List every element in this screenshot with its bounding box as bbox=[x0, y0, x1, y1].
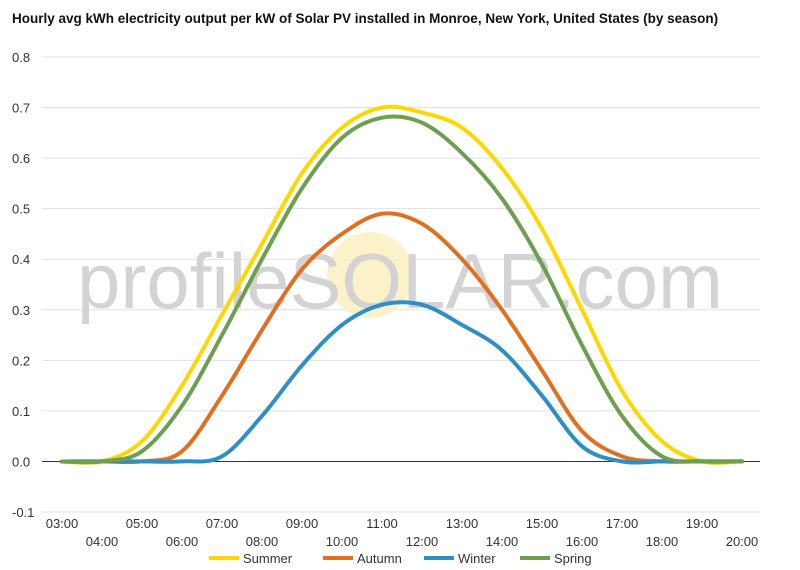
x-tick-label: 20:00 bbox=[726, 534, 759, 549]
x-tick-label: 19:00 bbox=[686, 516, 719, 531]
x-axis-labels: 03:00 04:00 05:00 06:00 07:00 08:00 09:00 10:00… bbox=[46, 516, 759, 549]
y-tick-label: 0.1 bbox=[12, 404, 30, 419]
y-axis-labels: 0.8 0.7 0.6 0.5 0.4 0.3 0.2 0.1 0.0 -0.1 bbox=[12, 50, 34, 520]
watermark-sun-icon bbox=[327, 232, 413, 318]
y-tick-label: -0.1 bbox=[12, 505, 34, 520]
watermark: profileSOLAR.com bbox=[77, 232, 723, 325]
x-tick-label: 09:00 bbox=[286, 516, 319, 531]
series-line-autumn bbox=[60, 211, 744, 465]
x-tick-label: 11:00 bbox=[366, 516, 398, 531]
series-line-winter bbox=[60, 300, 744, 465]
legend: Summer Autumn Winter Spring bbox=[209, 551, 592, 566]
x-tick-label: 13:00 bbox=[446, 516, 479, 531]
x-tick-label: 06:00 bbox=[166, 534, 199, 549]
legend-label-spring: Spring bbox=[554, 551, 592, 566]
x-tick-label: 07:00 bbox=[206, 516, 239, 531]
series-line-spring bbox=[60, 114, 744, 465]
chart-title: Hourly avg kWh electricity output per kW… bbox=[12, 11, 719, 26]
x-tick-label: 10:00 bbox=[326, 534, 359, 549]
y-tick-label: 0.0 bbox=[12, 454, 30, 469]
x-tick-label: 15:00 bbox=[526, 516, 559, 531]
y-tick-label: 0.4 bbox=[12, 252, 30, 267]
watermark-text: profileSOLAR.com bbox=[77, 237, 723, 325]
x-tick-label: 03:00 bbox=[46, 516, 79, 531]
series-line-summer bbox=[60, 104, 744, 465]
series-lines bbox=[60, 104, 744, 465]
y-tick-label: 0.6 bbox=[12, 151, 30, 166]
x-tick-label: 05:00 bbox=[126, 516, 159, 531]
legend-label-summer: Summer bbox=[243, 551, 293, 566]
y-tick-label: 0.2 bbox=[12, 353, 30, 368]
legend-label-autumn: Autumn bbox=[357, 551, 402, 566]
x-tick-label: 16:00 bbox=[566, 534, 599, 549]
x-tick-label: 08:00 bbox=[246, 534, 279, 549]
y-tick-label: 0.3 bbox=[12, 303, 30, 318]
y-tick-label: 0.7 bbox=[12, 101, 30, 116]
y-tick-label: 0.5 bbox=[12, 202, 30, 217]
x-tick-label: 12:00 bbox=[406, 534, 439, 549]
x-tick-label: 14:00 bbox=[486, 534, 519, 549]
x-tick-label: 04:00 bbox=[86, 534, 119, 549]
x-tick-label: 18:00 bbox=[646, 534, 679, 549]
x-tick-label: 17:00 bbox=[606, 516, 639, 531]
legend-label-winter: Winter bbox=[458, 551, 496, 566]
y-tick-label: 0.8 bbox=[12, 50, 30, 65]
